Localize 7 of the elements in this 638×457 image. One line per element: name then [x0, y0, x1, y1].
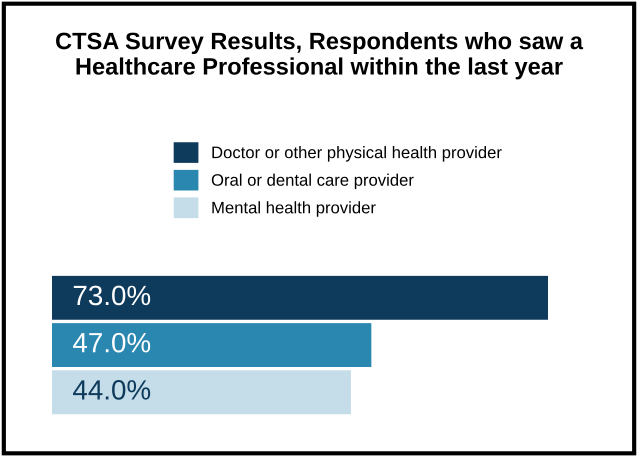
- chart-title: CTSA Survey Results, Respondents who saw a Healthcare Professional within the last year: [56, 32, 584, 80]
- data-label: 47.0%: [73, 332, 150, 352]
- legend-label: Oral or dental care provider: [212, 174, 414, 190]
- data-label: 73.0%: [74, 286, 150, 306]
- legend-label: Mental health provider: [212, 201, 376, 217]
- data-label: 44.0%: [73, 380, 150, 400]
- legend-label: Doctor or other physical health provider: [212, 146, 502, 162]
